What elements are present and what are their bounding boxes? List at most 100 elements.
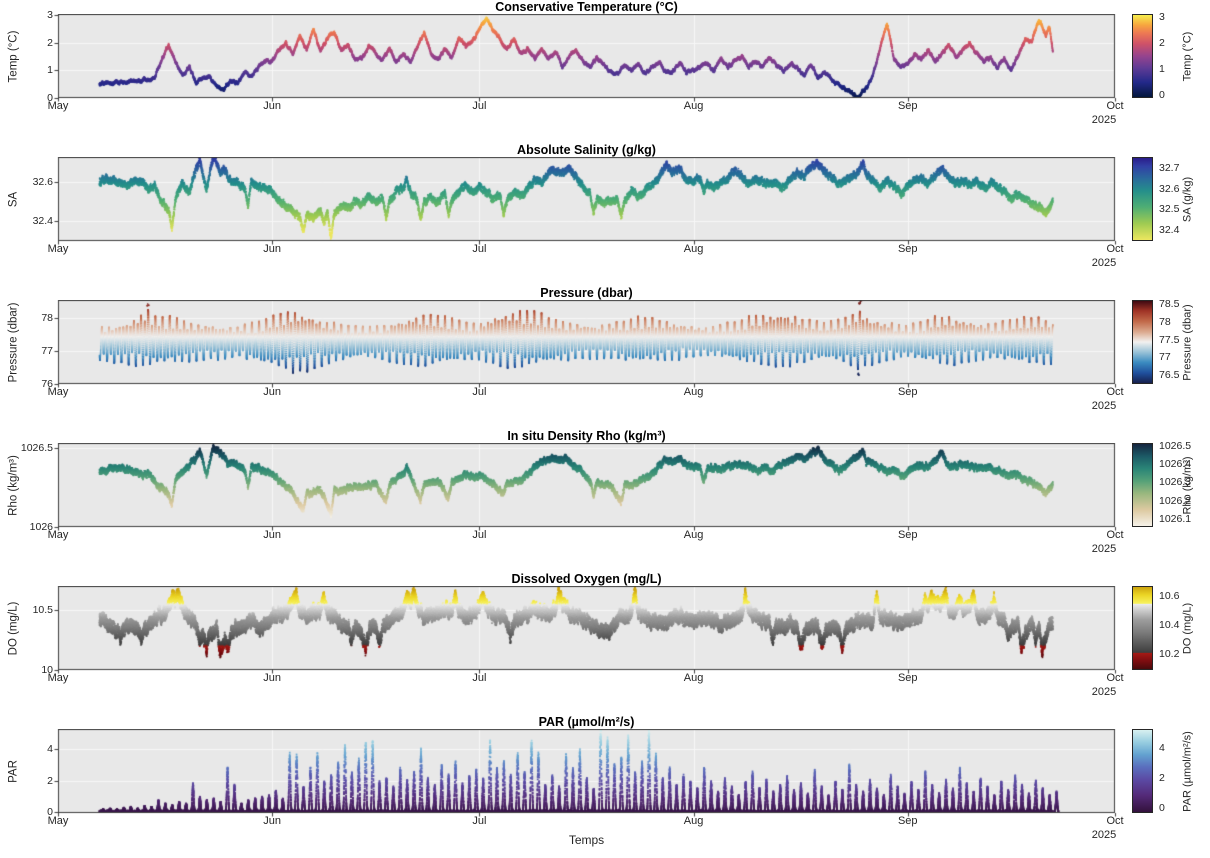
x-tick-label: Oct (1106, 243, 1124, 255)
y-tick-label: 32.4 (32, 215, 53, 228)
chart-title: Absolute Salinity (g/kg) (517, 143, 656, 157)
x-tick-label: Sep (897, 529, 918, 541)
y-tick-label: 32.6 (32, 176, 53, 189)
colorbar (1132, 300, 1153, 384)
colorbar-tick-label: 1026.2 (1159, 494, 1192, 507)
colorbar-tick-label: 10.4 (1159, 619, 1180, 632)
x-tick-label: Sep (897, 100, 918, 112)
x-tick-label: Oct (1106, 815, 1124, 827)
colorbar-tick-label: 1026.3 (1159, 476, 1192, 489)
colorbar-tick-label: 1026.1 (1159, 512, 1192, 525)
colorbar-label: Rho (kg/m³) (1181, 456, 1194, 515)
x-tick-label: Jun (263, 672, 282, 684)
year-label: 2025 (1091, 114, 1117, 126)
colorbar-tick-label: 2 (1159, 772, 1165, 785)
y-axis-label: SA (7, 191, 20, 208)
year-label: 2025 (1091, 400, 1117, 412)
x-tick-label: May (47, 243, 69, 255)
x-tick-label: Sep (897, 672, 918, 684)
x-tick-label: Aug (683, 386, 704, 398)
colorbar-tick-label: 32.6 (1159, 182, 1180, 195)
colorbar-tick-label: 10.2 (1159, 648, 1180, 661)
x-tick-label: Oct (1106, 386, 1124, 398)
chart-title: In situ Density Rho (kg/m³) (507, 429, 666, 443)
y-tick-label: 0 (47, 92, 53, 104)
x-tick-label: Oct (1106, 672, 1124, 684)
y-tick-label: 2 (47, 774, 53, 787)
chart-title: Dissolved Oxygen (mg/L) (511, 572, 662, 586)
x-tick-label: Oct (1106, 100, 1124, 112)
plot-canvas (53, 157, 1117, 246)
x-tick-label: Aug (683, 815, 704, 827)
x-tick-label: Aug (683, 529, 704, 541)
colorbar-label: PAR (µmol/m²/s) (1181, 731, 1194, 812)
plot-canvas (53, 729, 1117, 818)
colorbar-label: DO (mg/L) (1181, 602, 1194, 655)
x-tick-label: Jun (263, 529, 282, 541)
x-tick-label: Jun (263, 386, 282, 398)
x-tick-label: May (47, 672, 69, 684)
colorbar-tick-label: 2 (1159, 37, 1165, 50)
x-tick-label: Jul (472, 243, 487, 255)
y-tick-label: 0 (47, 805, 53, 818)
y-tick-label: 78 (41, 312, 53, 325)
x-tick-label: Jul (472, 386, 487, 398)
colorbar-tick-label: 32.7 (1159, 162, 1180, 175)
subplot-par: PAR (µmol/m²/s) PAR 0 2 4 May Jun Jul Aug Sep O… (0, 715, 1210, 858)
colorbar (1132, 586, 1153, 670)
y-axis-label: Rho (kg/m³) (7, 455, 20, 516)
y-tick-label: 2 (47, 36, 53, 49)
x-tick-label: Sep (897, 386, 918, 398)
y-axis-label: PAR (7, 760, 20, 783)
x-tick-label: Jun (263, 243, 282, 255)
y-tick-label: 1026.5 (20, 441, 53, 454)
plot-canvas (53, 586, 1117, 675)
colorbar-label: SA (g/kg) (1181, 176, 1194, 223)
colorbar-tick-label: 78 (1159, 315, 1171, 328)
colorbar (1132, 443, 1153, 527)
x-axis-label: Temps (568, 833, 605, 847)
y-axis-label: DO (mg/L) (7, 601, 20, 656)
colorbar-tick-label: 10.6 (1159, 590, 1180, 603)
colorbar-tick-label: 78.5 (1159, 298, 1180, 311)
colorbar-tick-label: 77.5 (1159, 333, 1180, 346)
colorbar-tick-label: 1 (1159, 62, 1165, 75)
x-tick-label: May (47, 386, 69, 398)
year-label: 2025 (1091, 686, 1117, 698)
year-label: 2025 (1091, 257, 1117, 269)
x-tick-label: May (47, 529, 69, 541)
plot-canvas (53, 443, 1117, 532)
plot-canvas (53, 14, 1117, 103)
y-tick-label: 1 (47, 64, 53, 77)
colorbar-tick-label: 32.5 (1159, 203, 1180, 216)
y-tick-label: 1026 (29, 521, 53, 533)
x-tick-label: Jul (472, 672, 487, 684)
colorbar-tick-label: 76.5 (1159, 369, 1180, 382)
x-tick-label: Oct (1106, 529, 1124, 541)
subplot-density: In situ Density Rho (kg/m³) Rho (kg/m³) … (0, 429, 1210, 572)
y-tick-label: 77 (41, 345, 53, 358)
x-tick-label: Jul (472, 100, 487, 112)
x-tick-label: Jun (263, 815, 282, 827)
chart-title: PAR (µmol/m²/s) (538, 715, 635, 729)
x-tick-label: Jul (472, 529, 487, 541)
y-tick-label: 4 (47, 743, 53, 756)
x-tick-label: Aug (683, 100, 704, 112)
x-tick-label: May (47, 100, 69, 112)
colorbar-label: Temp (°C) (1181, 31, 1194, 82)
x-tick-label: Jul (472, 815, 487, 827)
subplot-pressure: Pressure (dbar) Pressure (dbar) 76 77 78 M… (0, 286, 1210, 429)
colorbar-tick-label: 77 (1159, 351, 1171, 364)
colorbar (1132, 729, 1153, 813)
year-label: 2025 (1091, 829, 1117, 841)
colorbar-label: Pressure (dbar) (1181, 304, 1194, 381)
y-axis-label: Pressure (dbar) (7, 302, 20, 383)
subplot-dissolved-oxygen: Dissolved Oxygen (mg/L) DO (mg/L) 10 10.5… (0, 572, 1210, 715)
x-tick-label: Sep (897, 815, 918, 827)
subplot-temperature: Conservative Temperature (°C) Temp (°C) … (0, 0, 1210, 143)
year-label: 2025 (1091, 543, 1117, 555)
colorbar-tick-label: 0 (1159, 802, 1165, 815)
colorbar-tick-label: 1026.4 (1159, 458, 1192, 470)
chart-title: Pressure (dbar) (540, 286, 633, 300)
colorbar-tick-label: 1026.5 (1159, 439, 1192, 452)
